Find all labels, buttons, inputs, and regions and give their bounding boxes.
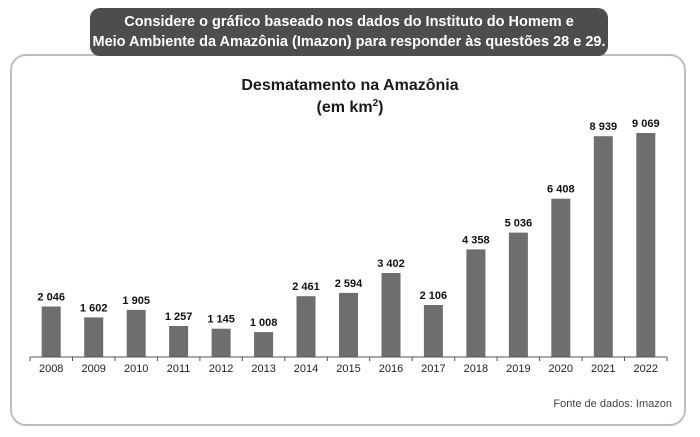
question-banner: Considere o gráfico baseado nos dados do… — [90, 8, 608, 56]
bar-2014 — [296, 296, 316, 357]
x-tick-label-2009: 2009 — [81, 363, 105, 375]
value-label-2017: 2 106 — [420, 290, 448, 302]
banner-line-1: Considere o gráfico baseado nos dados do… — [124, 14, 574, 30]
value-label-2012: 1 145 — [207, 314, 235, 326]
x-tick-label-2018: 2018 — [464, 363, 488, 375]
bar-2008 — [41, 306, 61, 357]
bars-group: 2 046 1 602 1 905 1 257 1 145 1 008 2 461 2 594… — [37, 118, 660, 357]
value-label-2015: 2 594 — [335, 278, 363, 290]
bar-2017 — [423, 305, 443, 357]
value-label-2016: 3 402 — [377, 258, 405, 270]
chart-subtitle-close: ) — [378, 99, 384, 116]
x-tick-label-2017: 2017 — [421, 363, 445, 375]
value-label-2020: 6 408 — [547, 184, 575, 196]
data-source: Fonte de dados: Imazon — [553, 398, 672, 410]
x-ticks-group: 2008 2009 2010 2011 2012 2013 2014 2015 2016 2017… — [29, 357, 668, 375]
bar-2016 — [381, 273, 401, 357]
value-label-2013: 1 008 — [250, 317, 278, 329]
x-tick-label-2011: 2011 — [167, 363, 191, 375]
bar-2018 — [466, 249, 486, 357]
bar-2015 — [339, 292, 358, 357]
bar-2020 — [551, 198, 571, 357]
chart-title: Desmatamento na Amazônia — [241, 77, 459, 94]
value-label-2018: 4 358 — [462, 234, 490, 246]
value-label-2021: 8 939 — [590, 121, 618, 133]
x-tick-label-2012: 2012 — [209, 363, 233, 375]
bar-2019 — [508, 232, 528, 357]
bar-2022 — [636, 133, 656, 357]
x-tick-label-2019: 2019 — [506, 363, 530, 375]
chart-subtitle-sup: 2 — [372, 98, 379, 109]
value-label-2022: 9 069 — [632, 118, 660, 130]
x-tick-label-2010: 2010 — [124, 363, 148, 375]
x-tick-label-2015: 2015 — [336, 363, 360, 375]
x-tick-label-2016: 2016 — [379, 363, 403, 375]
value-label-2014: 2 461 — [292, 281, 320, 293]
banner-line-2: Meio Ambiente da Amazônia (Imazon) para … — [92, 34, 606, 50]
value-label-2010: 1 905 — [122, 295, 150, 307]
x-tick-label-2021: 2021 — [591, 363, 615, 375]
x-tick-label-2020: 2020 — [549, 363, 573, 375]
chart-frame — [10, 54, 686, 426]
value-label-2008: 2 046 — [37, 292, 65, 304]
value-label-2011: 1 257 — [165, 311, 193, 323]
bar-2021 — [593, 136, 613, 357]
bar-2010 — [126, 309, 146, 357]
chart-subtitle-text: (em km — [316, 99, 373, 116]
x-tick-label-2014: 2014 — [294, 363, 318, 375]
x-tick-label-2008: 2008 — [39, 363, 63, 375]
chart-subtitle: (em km2) — [0, 98, 700, 117]
value-label-2009: 1 602 — [80, 302, 108, 314]
bar-2012 — [211, 328, 231, 357]
x-tick-label-2022: 2022 — [634, 363, 658, 375]
x-tick-label-2013: 2013 — [251, 363, 275, 375]
value-label-2019: 5 036 — [505, 218, 533, 230]
bar-2011 — [169, 326, 189, 357]
bar-2013 — [254, 332, 274, 357]
bar-2009 — [84, 317, 104, 357]
